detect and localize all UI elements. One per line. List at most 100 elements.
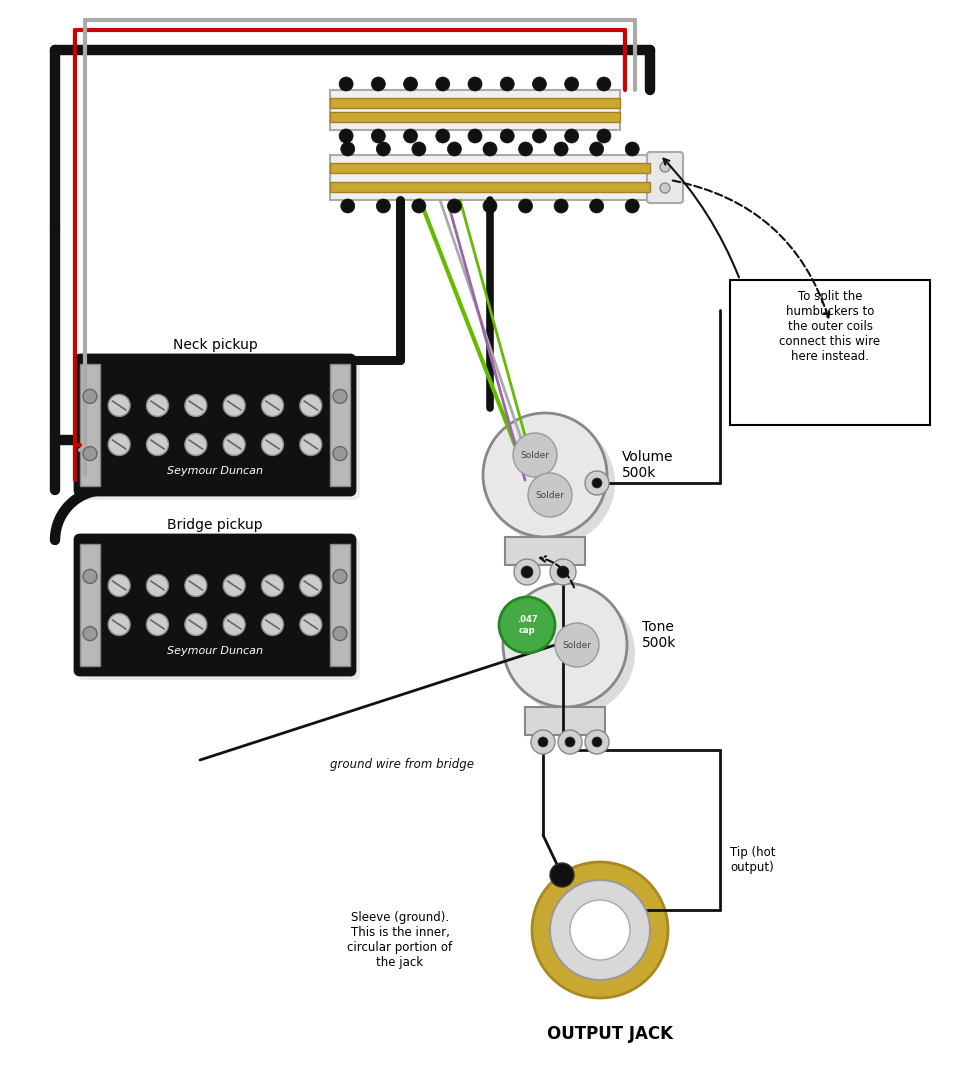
Circle shape (558, 730, 582, 754)
Circle shape (555, 623, 599, 666)
Text: Neck pickup: Neck pickup (172, 338, 258, 352)
Circle shape (146, 613, 169, 636)
Circle shape (491, 421, 615, 544)
Circle shape (514, 559, 540, 585)
Text: ground wire from bridge: ground wire from bridge (330, 758, 474, 771)
Circle shape (528, 473, 572, 517)
Circle shape (376, 199, 390, 213)
Circle shape (223, 394, 245, 416)
Text: Solder: Solder (563, 640, 592, 649)
Circle shape (448, 199, 462, 213)
Circle shape (223, 433, 245, 455)
Circle shape (371, 129, 385, 143)
Circle shape (83, 570, 97, 584)
Circle shape (300, 433, 321, 455)
Text: Tone
500k: Tone 500k (642, 620, 676, 650)
Circle shape (550, 559, 576, 585)
Circle shape (625, 199, 639, 213)
Bar (330, 364, 350, 486)
FancyBboxPatch shape (78, 358, 360, 500)
Circle shape (223, 613, 245, 636)
Circle shape (499, 597, 555, 653)
Circle shape (185, 394, 207, 416)
FancyBboxPatch shape (647, 152, 683, 203)
Circle shape (300, 613, 321, 636)
Text: .047
cap: .047 cap (516, 615, 537, 635)
Circle shape (538, 737, 548, 747)
Circle shape (404, 129, 417, 143)
Text: Solder: Solder (535, 490, 564, 500)
Circle shape (550, 862, 574, 888)
Circle shape (146, 433, 169, 455)
Circle shape (483, 199, 497, 213)
Circle shape (518, 142, 532, 156)
Circle shape (592, 737, 602, 747)
Circle shape (223, 575, 245, 597)
Circle shape (185, 433, 207, 455)
Circle shape (660, 183, 670, 193)
Circle shape (511, 591, 635, 715)
Circle shape (448, 142, 462, 156)
Text: Sleeve (ground).
This is the inner,
circular portion of
the jack: Sleeve (ground). This is the inner, circ… (348, 911, 453, 969)
Circle shape (468, 77, 482, 91)
Circle shape (185, 613, 207, 636)
Circle shape (500, 77, 514, 91)
Circle shape (262, 575, 283, 597)
Circle shape (185, 575, 207, 597)
Circle shape (585, 472, 609, 495)
Text: Bridge pickup: Bridge pickup (168, 518, 263, 533)
Circle shape (590, 199, 604, 213)
Circle shape (554, 199, 568, 213)
Bar (525, 707, 605, 735)
Bar (730, 280, 930, 425)
Circle shape (404, 77, 417, 91)
Circle shape (550, 880, 650, 980)
Circle shape (262, 433, 283, 455)
Circle shape (564, 129, 578, 143)
Circle shape (557, 566, 569, 578)
Circle shape (300, 575, 321, 597)
Circle shape (146, 575, 169, 597)
Circle shape (570, 900, 630, 960)
Circle shape (412, 142, 426, 156)
Circle shape (341, 199, 355, 213)
Circle shape (108, 433, 130, 455)
Circle shape (108, 575, 130, 597)
Bar (330, 182, 650, 192)
Circle shape (483, 142, 497, 156)
Circle shape (597, 77, 611, 91)
Circle shape (660, 162, 670, 172)
Circle shape (262, 613, 283, 636)
Circle shape (333, 626, 347, 640)
Circle shape (521, 566, 533, 578)
Circle shape (341, 142, 355, 156)
Circle shape (532, 77, 547, 91)
Circle shape (592, 478, 602, 488)
Text: OUTPUT JACK: OUTPUT JACK (547, 1025, 673, 1043)
Circle shape (108, 613, 130, 636)
Circle shape (532, 862, 668, 998)
Circle shape (483, 413, 607, 537)
Circle shape (532, 129, 547, 143)
Circle shape (339, 77, 353, 91)
Circle shape (333, 390, 347, 403)
Bar (505, 537, 585, 565)
Circle shape (585, 730, 609, 754)
Circle shape (513, 433, 557, 477)
Circle shape (333, 570, 347, 584)
Bar (330, 163, 650, 173)
Text: Volume
500k: Volume 500k (622, 450, 673, 480)
Circle shape (503, 583, 627, 707)
Circle shape (83, 446, 97, 461)
Bar (330, 98, 620, 108)
Text: Solder: Solder (520, 451, 550, 460)
Circle shape (83, 626, 97, 640)
Circle shape (412, 199, 426, 213)
Circle shape (554, 142, 568, 156)
Circle shape (146, 394, 169, 416)
Circle shape (333, 446, 347, 461)
Bar (80, 364, 100, 486)
FancyBboxPatch shape (75, 355, 355, 495)
FancyBboxPatch shape (78, 538, 360, 680)
Text: Seymour Duncan: Seymour Duncan (167, 646, 263, 656)
